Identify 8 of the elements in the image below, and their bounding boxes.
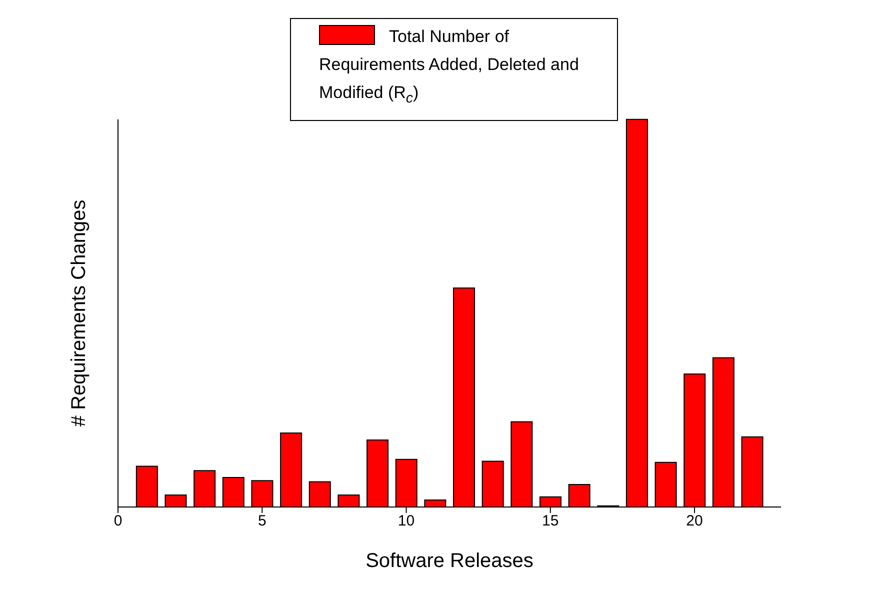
x-tick-label: 20 — [686, 512, 703, 530]
x-tick-label: 15 — [542, 512, 559, 530]
x-tick-label: 5 — [258, 512, 266, 530]
x-tick-label: 10 — [398, 512, 415, 530]
legend-label: Total Number of Requirements Added, Deleted and Modified (R$_{c}$) — [319, 27, 579, 106]
x-tick-label: 0 — [114, 512, 122, 530]
x-axis-title: Software Releases — [366, 550, 534, 572]
y-axis-title: # Requirements Changes — [68, 200, 90, 427]
